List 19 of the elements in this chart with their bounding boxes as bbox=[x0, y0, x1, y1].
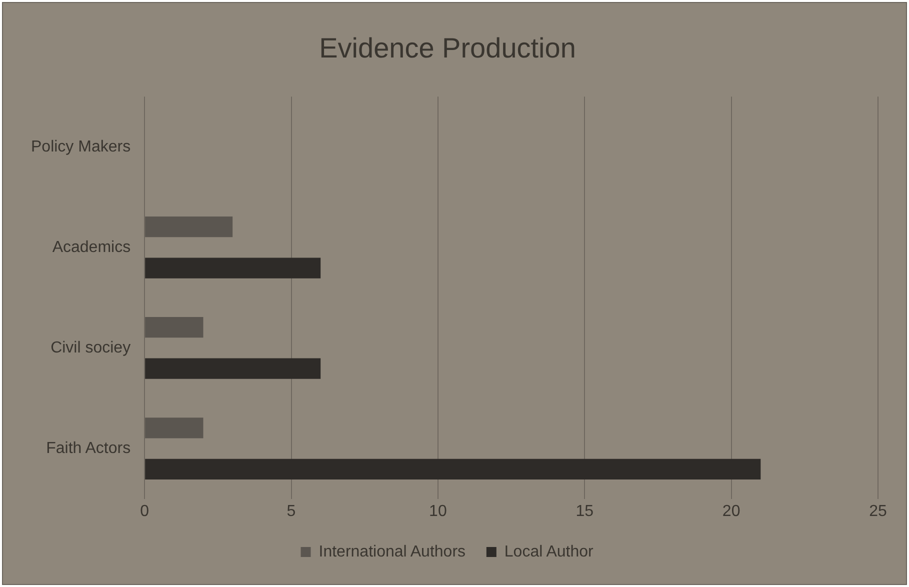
bar bbox=[145, 418, 204, 438]
y-tick-label: Policy Makers bbox=[31, 138, 131, 156]
x-tick-label: 15 bbox=[576, 502, 594, 520]
x-tick-label: 25 bbox=[869, 502, 887, 520]
bar bbox=[145, 317, 204, 338]
x-tick-label: 0 bbox=[140, 502, 150, 520]
chart-title: Evidence Production bbox=[319, 32, 576, 64]
legend-label: International Authors bbox=[318, 543, 466, 560]
bar bbox=[145, 216, 233, 238]
bar bbox=[145, 358, 321, 379]
bar bbox=[145, 258, 321, 278]
x-tick-label: 5 bbox=[286, 502, 296, 520]
y-tick-label: Academics bbox=[52, 238, 131, 256]
legend-label: Local Author bbox=[504, 543, 594, 560]
x-tick-label: 10 bbox=[429, 502, 447, 520]
x-tick-label: 20 bbox=[722, 502, 740, 520]
y-tick-label: Faith Actors bbox=[46, 440, 131, 457]
y-tick-label: Civil sociey bbox=[50, 339, 131, 356]
bar bbox=[145, 458, 761, 480]
